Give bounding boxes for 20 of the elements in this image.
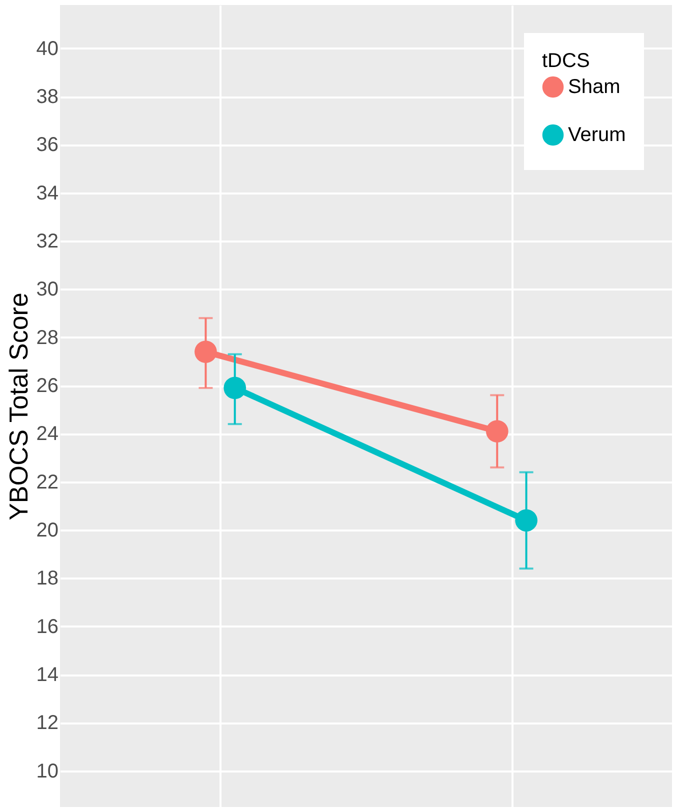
y-tick-label: 16 <box>36 616 58 638</box>
y-tick-label: 22 <box>36 471 58 494</box>
y-tick-label: 12 <box>36 712 58 734</box>
y-tick-label: 24 <box>36 423 58 446</box>
y-tick-label: 10 <box>36 760 58 782</box>
y-tick-label: 20 <box>36 520 58 542</box>
y-tick-label: 26 <box>36 375 58 398</box>
y-tick-label: 36 <box>36 134 58 156</box>
y-tick-label: 14 <box>36 664 58 686</box>
y-axis-title: YBOCS Total Score <box>3 292 34 520</box>
y-tick-label: 28 <box>36 326 58 349</box>
y-tick-label: 38 <box>36 86 58 108</box>
y-tick-label: 32 <box>36 230 58 253</box>
y-tick-label: 18 <box>36 568 58 590</box>
legend-label: Verum <box>568 124 626 146</box>
legend-title: tDCS <box>542 50 590 72</box>
y-tick-label: 30 <box>36 278 58 301</box>
y-tick-label: 40 <box>36 38 58 60</box>
y-tick-label: 34 <box>36 182 58 204</box>
legend-label: Sham <box>568 76 620 98</box>
